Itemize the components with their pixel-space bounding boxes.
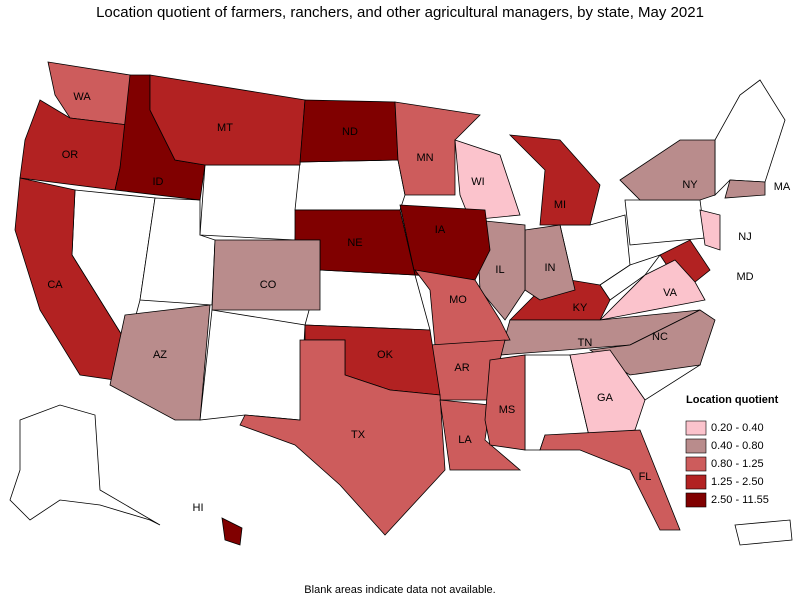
legend-swatch [685, 474, 707, 490]
state-label: IN [545, 262, 556, 274]
state-label: KY [573, 302, 588, 314]
legend-label: 1.25 - 2.50 [711, 476, 764, 488]
blank-state [199, 309, 306, 421]
legend-label: 0.40 - 0.80 [711, 440, 764, 452]
map-title: Location quotient of farmers, ranchers, … [96, 4, 704, 21]
state [149, 74, 306, 166]
states: WA OR CA ID MT ND MN WI MI NY MA NJ MD VA KY TN NC IN IL IA… [14, 61, 791, 546]
state-label: NJ [738, 231, 751, 243]
state-label: MA [774, 181, 791, 193]
state [499, 309, 701, 356]
state-label: FL [639, 471, 652, 483]
blank-state [294, 159, 406, 211]
footnote: Blank areas indicate data not available. [304, 584, 495, 596]
state-label: OK [377, 349, 394, 361]
legend-swatch [685, 492, 707, 508]
state [239, 339, 446, 536]
state [724, 179, 766, 199]
state-label: MN [416, 152, 433, 164]
state [221, 517, 243, 546]
state-label: GA [597, 392, 614, 404]
state-label: IL [495, 264, 504, 276]
state [699, 209, 721, 251]
state-label: NE [347, 237, 362, 249]
state-label: LA [458, 434, 472, 446]
state-label: VA [663, 287, 678, 299]
legend: Location quotient 0.20 - 0.40 0.40 - 0.80… [685, 394, 779, 508]
state [394, 101, 481, 196]
state-label: WA [73, 91, 91, 103]
state-label: HI [193, 502, 204, 514]
blank-state [199, 164, 301, 241]
state [454, 139, 521, 221]
state [109, 304, 211, 421]
state [414, 269, 511, 346]
state-label: NC [652, 331, 668, 343]
state-label: NY [682, 179, 698, 191]
state [211, 239, 321, 311]
state [484, 354, 526, 451]
blank-state [304, 269, 431, 331]
state-label: TX [351, 429, 366, 441]
state [439, 399, 522, 471]
state-label: ND [342, 126, 358, 138]
legend-label: 0.80 - 1.25 [711, 458, 764, 470]
legend-title: Location quotient [686, 394, 779, 406]
state-label: TN [578, 337, 593, 349]
blank-state [734, 519, 793, 546]
state-label: IA [435, 224, 446, 236]
legend-swatch [685, 456, 707, 472]
state-label: CO [260, 279, 277, 291]
state-label: MS [499, 404, 516, 416]
blank-state [9, 404, 161, 526]
legend-label: 0.20 - 0.40 [711, 422, 764, 434]
state-label: ID [153, 176, 164, 188]
state-label: OR [62, 149, 79, 161]
blank-state [714, 79, 786, 196]
state [539, 429, 681, 531]
blank-state [624, 199, 706, 246]
legend-swatch [685, 438, 707, 454]
state-label: AZ [153, 349, 167, 361]
state-label: MO [449, 294, 467, 306]
legend-label: 2.50 - 11.55 [711, 494, 769, 506]
state [569, 349, 646, 441]
legend-swatch [685, 420, 707, 436]
state-label: MT [217, 122, 233, 134]
state-label: CA [47, 279, 63, 291]
state-label: WI [471, 176, 484, 188]
state-label: MD [736, 271, 753, 283]
state-label: MI [554, 199, 566, 211]
state [588, 309, 716, 376]
state [508, 134, 601, 226]
state [619, 139, 716, 201]
state-label: AR [454, 362, 469, 374]
state [598, 259, 706, 321]
